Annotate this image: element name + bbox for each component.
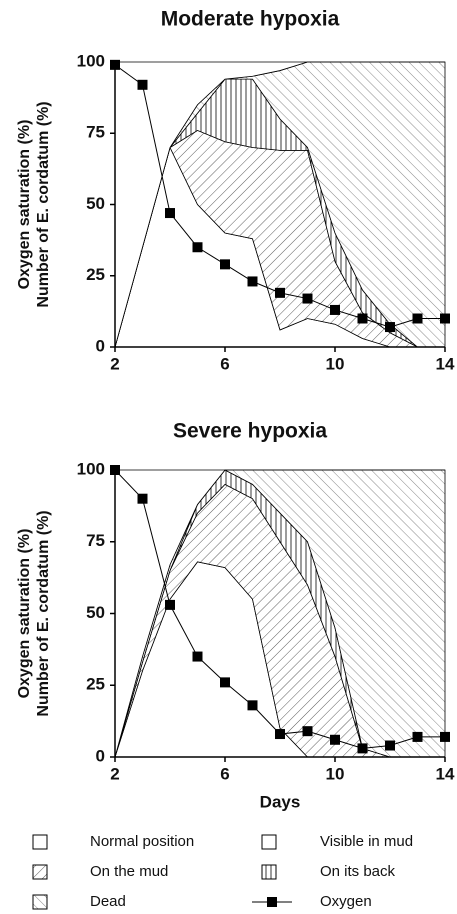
legend-label: On the mud: [90, 863, 168, 880]
x-tick-label: 14: [436, 764, 455, 783]
x-tick-label: 10: [326, 354, 345, 373]
oxygen-marker: [247, 700, 258, 711]
legend-swatch: [32, 894, 48, 910]
area-none: [114, 469, 445, 758]
oxygen-marker: [192, 242, 203, 253]
oxygen-marker: [275, 729, 285, 740]
y-tick-label: 100: [77, 51, 105, 70]
legend-swatch: [261, 864, 277, 880]
legend-label: Visible in mud: [320, 833, 413, 850]
oxygen-marker: [137, 493, 148, 504]
y-tick-label: 0: [96, 336, 105, 355]
oxygen-marker: [440, 313, 450, 324]
legend-label: On its back: [320, 863, 396, 880]
oxygen-marker: [440, 731, 450, 742]
legend-label: Dead: [90, 893, 126, 910]
oxygen-marker: [220, 259, 230, 270]
oxygen-marker: [385, 322, 395, 333]
x-tick-label: 6: [220, 354, 229, 373]
oxygen-marker: [302, 726, 313, 737]
y-axis-label: Number of E. cordatum (%): [35, 101, 52, 307]
y-tick-label: 25: [86, 265, 105, 284]
legend-item: Oxygen: [252, 893, 372, 910]
legend-item: Visible in mud: [261, 833, 413, 850]
oxygen-marker: [110, 465, 120, 475]
legend-item: Normal position: [32, 833, 194, 850]
legend-label: Oxygen: [320, 893, 372, 910]
x-tick-label: 6: [220, 764, 229, 783]
oxygen-marker: [137, 79, 148, 90]
legend-swatch: [261, 834, 277, 850]
legend-item: On the mud: [32, 863, 168, 880]
legend-item: Dead: [32, 893, 126, 910]
oxygen-marker: [110, 59, 120, 70]
area-none: [114, 61, 445, 348]
oxygen-marker: [192, 651, 203, 662]
x-tick-label: 10: [326, 764, 345, 783]
oxygen-marker: [165, 208, 175, 219]
y-tick-label: 75: [86, 531, 105, 550]
y-tick-label: 0: [96, 746, 105, 765]
y-axis-label: Oxygen saturation (%): [16, 120, 33, 290]
oxygen-marker: [330, 734, 340, 745]
x-tick-label: 2: [110, 354, 119, 373]
oxygen-marker: [385, 740, 395, 751]
oxygen-marker: [412, 313, 423, 324]
oxygen-marker: [220, 677, 230, 688]
y-axis-label: Number of E. cordatum (%): [35, 510, 52, 716]
chart-title: Moderate hypoxia: [161, 8, 340, 31]
legend-item: On its back: [261, 863, 396, 880]
legend-swatch: [32, 834, 48, 850]
y-tick-label: 50: [86, 194, 105, 213]
chart-title: Severe hypoxia: [173, 420, 327, 443]
x-axis-label: Days: [260, 792, 301, 811]
oxygen-marker: [302, 293, 313, 304]
y-tick-label: 100: [77, 459, 105, 478]
oxygen-marker: [357, 313, 368, 324]
y-axis-label: Oxygen saturation (%): [16, 529, 33, 699]
legend-label: Normal position: [90, 833, 194, 850]
oxygen-marker: [357, 743, 368, 754]
x-tick-label: 2: [110, 764, 119, 783]
legend-marker: [267, 897, 277, 907]
oxygen-marker: [165, 599, 175, 610]
legend-swatch: [32, 864, 48, 880]
x-tick-label: 14: [436, 354, 455, 373]
y-tick-label: 75: [86, 123, 105, 142]
oxygen-marker: [330, 304, 340, 315]
oxygen-marker: [275, 287, 285, 298]
oxygen-marker: [247, 276, 258, 287]
y-tick-label: 50: [86, 603, 105, 622]
y-tick-label: 25: [86, 675, 105, 694]
oxygen-marker: [412, 731, 423, 742]
